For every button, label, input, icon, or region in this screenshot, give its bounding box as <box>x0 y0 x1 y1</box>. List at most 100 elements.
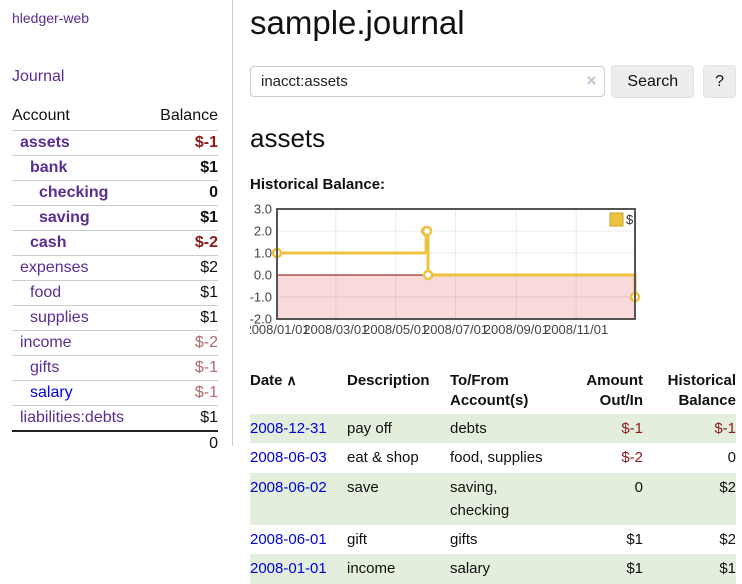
transaction-date-link[interactable]: 2008-06-01 <box>250 531 327 548</box>
register-date-cell: 2008-06-01 <box>250 525 347 554</box>
account-row: assets $-1 <box>12 130 218 156</box>
account-row: income $-2 <box>12 330 218 356</box>
svg-text:0.0: 0.0 <box>254 268 272 283</box>
register-description-cell: gift <box>347 531 368 548</box>
register-accounts-cell: salary <box>450 560 491 578</box>
register-accounts-cell: gifts <box>450 531 478 548</box>
register-balance-cell: 0 <box>727 449 736 467</box>
transaction-date-link[interactable]: 2008-01-01 <box>250 560 327 578</box>
account-link[interactable]: supplies <box>30 309 89 326</box>
search-button[interactable]: Search <box>611 65 695 98</box>
svg-text:$: $ <box>626 212 634 227</box>
account-row: supplies $1 <box>12 305 218 331</box>
account-link[interactable]: saving <box>39 209 90 226</box>
register-amount-cell: $1 <box>626 531 643 548</box>
app-brand-link[interactable]: hledger-web <box>12 10 90 26</box>
register-balance-cell: $2 <box>719 478 736 496</box>
register-row: 2008-06-02 save saving, checking 0 $2 <box>250 472 736 526</box>
account-row: salary $-1 <box>12 380 218 406</box>
account-row: liabilities:debts $1 <box>12 405 218 431</box>
svg-text:2008/09/01: 2008/09/01 <box>484 322 549 337</box>
register-balance-cell: $-1 <box>714 420 736 437</box>
sort-asc-icon: ∧ <box>286 372 297 388</box>
register-accounts-cell: saving, checking <box>450 478 510 519</box>
balance-chart: $3.0 2.0 1.0 0.0 -1.0 -2.0 2008/01/01 2008/03/0… <box>244 200 736 347</box>
register-header-amount: Amount Out/In <box>586 372 643 409</box>
transaction-date-link[interactable]: 2008-06-02 <box>250 478 327 496</box>
register-row: 2008-01-01 income salary $1 $1 <box>250 554 736 584</box>
transaction-date-link[interactable]: 2008-12-31 <box>250 420 327 437</box>
account-link[interactable]: assets <box>20 134 70 151</box>
account-balance: $-2 <box>147 230 218 256</box>
search-input[interactable] <box>250 66 606 97</box>
accounts-header-balance: Balance <box>160 107 218 124</box>
account-link[interactable]: income <box>20 334 72 351</box>
account-row: gifts $-1 <box>12 355 218 381</box>
account-row: saving $1 <box>12 205 218 231</box>
accounts-total-value: 0 <box>147 430 218 456</box>
register-row: 2008-06-03 eat & shop food, supplies $-2 0 <box>250 443 736 472</box>
account-row: food $1 <box>12 280 218 306</box>
register-amount-cell: 0 <box>634 478 643 496</box>
register-amount-cell: $1 <box>626 560 643 578</box>
account-balance: $2 <box>147 255 218 281</box>
account-link[interactable]: checking <box>39 184 109 201</box>
account-heading: assets <box>250 123 326 153</box>
register-date-cell: 2008-06-02 <box>250 473 347 526</box>
svg-text:-1.0: -1.0 <box>250 290 272 305</box>
sidebar-divider <box>232 0 233 446</box>
account-link[interactable]: cash <box>30 234 67 251</box>
account-link[interactable]: salary <box>30 384 73 401</box>
sidebar: hledger-web Journal Account Balance asse… <box>0 0 232 456</box>
register-header-accounts: To/From Account(s) <box>450 372 529 409</box>
register-row: 2008-12-31 pay off debts $-1 $-1 <box>250 414 736 444</box>
register-description-cell: income <box>347 560 396 578</box>
svg-text:1.0: 1.0 <box>254 246 272 261</box>
svg-text:3.0: 3.0 <box>254 202 272 217</box>
account-balance: $-1 <box>147 380 218 406</box>
account-link[interactable]: bank <box>30 159 68 176</box>
accounts-total-row: 0 <box>12 430 218 456</box>
register-header-description: Description <box>347 372 430 389</box>
svg-text:2008/03/01: 2008/03/01 <box>303 322 368 337</box>
svg-text:2.0: 2.0 <box>254 224 272 239</box>
sidebar-item-journal[interactable]: Journal <box>12 68 65 85</box>
register-date-cell: 2008-12-31 <box>250 414 347 443</box>
help-button[interactable]: ? <box>703 65 736 98</box>
account-balance: 0 <box>147 180 218 206</box>
svg-text:2008/07/01: 2008/07/01 <box>423 322 488 337</box>
account-link[interactable]: gifts <box>30 359 60 376</box>
register-description-cell: pay off <box>347 420 392 437</box>
register-header-date[interactable]: Date ∧ <box>250 372 297 389</box>
account-balance: $-2 <box>147 330 218 356</box>
transaction-date-link[interactable]: 2008-06-03 <box>250 449 327 467</box>
search-form: × Search ? <box>250 65 736 98</box>
account-link[interactable]: liabilities:debts <box>20 409 125 426</box>
register-row: 2008-06-01 gift gifts $1 $2 <box>250 525 736 554</box>
account-link[interactable]: expenses <box>20 259 89 276</box>
register-balance-cell: $1 <box>719 560 736 578</box>
clear-search-icon[interactable]: × <box>586 71 597 90</box>
register-amount-cell: $-2 <box>621 449 643 467</box>
register-description-cell: save <box>347 478 379 496</box>
page-title: sample.journal <box>250 4 465 41</box>
register-accounts-cell: debts <box>450 420 487 437</box>
svg-text:2008/11/01: 2008/11/01 <box>544 322 608 337</box>
svg-text:2008/05/01: 2008/05/01 <box>363 322 428 337</box>
account-link[interactable]: food <box>30 284 62 301</box>
register-description-cell: eat & shop <box>347 449 419 467</box>
register-table: Date ∧ Description To/From Account(s) Amo… <box>250 369 736 584</box>
account-row: bank $1 <box>12 155 218 181</box>
account-row: cash $-2 <box>12 230 218 256</box>
account-balance: $1 <box>147 405 218 431</box>
account-row: expenses $2 <box>12 255 218 281</box>
register-accounts-cell: food, supplies <box>450 449 543 467</box>
register-date-cell: 2008-01-01 <box>250 554 347 583</box>
balance-chart-svg: $3.0 2.0 1.0 0.0 -1.0 -2.02008/01/012008/03/0… <box>244 202 641 337</box>
register-amount-cell: $-1 <box>621 420 643 437</box>
chart-label: Historical Balance: <box>250 176 386 193</box>
account-balance: $1 <box>147 280 218 306</box>
account-balance: $1 <box>147 155 218 181</box>
account-balance: $1 <box>147 205 218 231</box>
svg-text:-2.0: -2.0 <box>250 312 272 327</box>
